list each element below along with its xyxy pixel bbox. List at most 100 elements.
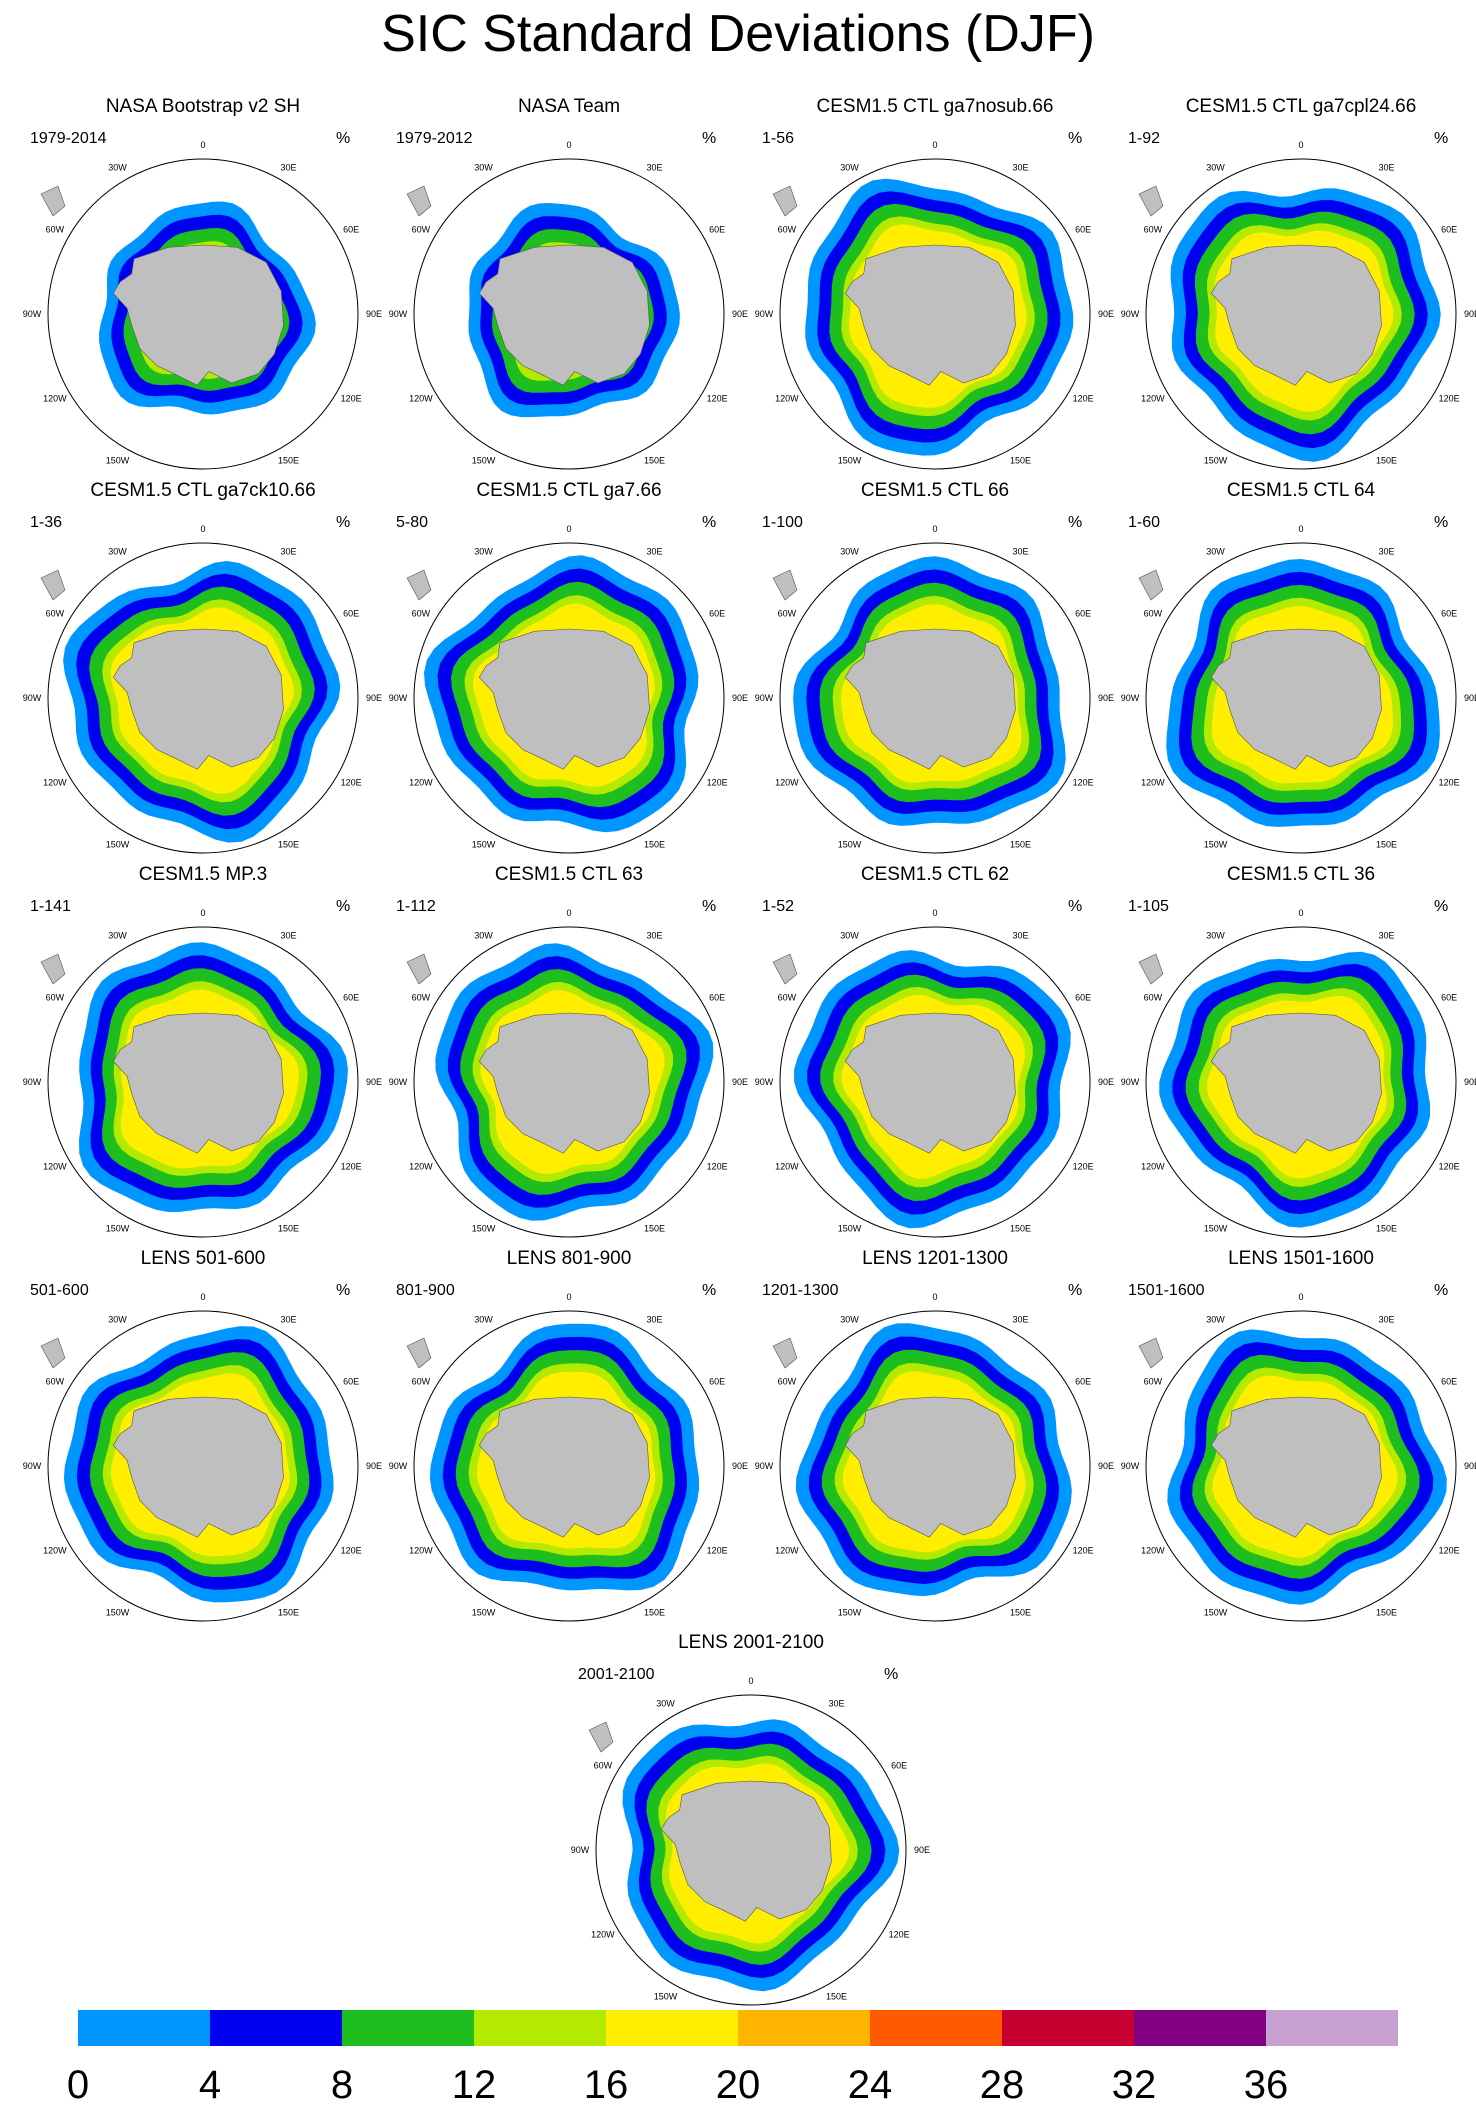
longitude-label: 0 bbox=[200, 908, 205, 918]
longitude-label: 90E bbox=[1464, 1077, 1476, 1087]
south-america-tip bbox=[1138, 569, 1164, 601]
longitude-label: 30E bbox=[646, 163, 662, 173]
panel-title: CESM1.5 MP.3 bbox=[138, 864, 268, 885]
longitude-label: 120E bbox=[341, 1162, 362, 1172]
antarctica-landmass bbox=[1210, 628, 1382, 770]
longitude-label: 120E bbox=[707, 1162, 728, 1172]
panel-title: CESM1.5 CTL 62 bbox=[860, 864, 1010, 885]
panel-unit: % bbox=[336, 130, 351, 147]
polar-map: 030E60E90E120E150E180150W120W90W60W30W bbox=[1121, 524, 1476, 854]
longitude-label: 120E bbox=[707, 394, 728, 404]
panel-year-range: 1-100 bbox=[762, 514, 803, 531]
panel-unit: % bbox=[1434, 1282, 1449, 1299]
longitude-label: 150W bbox=[472, 455, 496, 465]
longitude-label: 30W bbox=[1206, 547, 1225, 557]
polar-map: 030E60E90E120E150E180150W120W90W60W30W bbox=[755, 908, 1114, 1238]
colorbar-tick-label: 20 bbox=[716, 2063, 761, 2107]
longitude-label: 60W bbox=[46, 1377, 65, 1387]
longitude-label: 120E bbox=[1439, 778, 1460, 788]
colorbar: 0 4 8 12 16 20 24 28 32 36 bbox=[67, 2010, 1398, 2107]
panel-title: CESM1.5 CTL ga7ck10.66 bbox=[90, 480, 316, 501]
polar-map: 030E60E90E120E150E180150W120W90W60W30W bbox=[1121, 140, 1476, 470]
longitude-label: 30E bbox=[1378, 1315, 1394, 1325]
longitude-label: 120E bbox=[1073, 1546, 1094, 1556]
longitude-label: 120E bbox=[1073, 778, 1094, 788]
polar-map: 030E60E90E120E150E180150W120W90W60W30W bbox=[755, 140, 1114, 470]
longitude-label: 60W bbox=[778, 225, 797, 235]
longitude-label: 0 bbox=[932, 140, 937, 150]
colorbar-tick-label: 0 bbox=[67, 2063, 89, 2107]
longitude-label: 90W bbox=[389, 1077, 408, 1087]
longitude-label: 60E bbox=[1441, 1377, 1457, 1387]
longitude-label: 30E bbox=[1012, 163, 1028, 173]
longitude-label: 90E bbox=[1098, 693, 1114, 703]
longitude-label: 150W bbox=[1204, 455, 1228, 465]
longitude-label: 90E bbox=[732, 1461, 748, 1471]
longitude-label: 30W bbox=[1206, 931, 1225, 941]
south-america-tip bbox=[1138, 185, 1164, 217]
longitude-label: 30W bbox=[474, 1315, 493, 1325]
longitude-label: 30W bbox=[840, 1315, 859, 1325]
south-america-tip bbox=[772, 1337, 798, 1369]
longitude-label: 0 bbox=[200, 1292, 205, 1302]
longitude-label: 150E bbox=[644, 1607, 665, 1617]
longitude-label: 60W bbox=[594, 1761, 613, 1771]
longitude-label: 60E bbox=[891, 1761, 907, 1771]
panel-unit: % bbox=[702, 130, 717, 147]
panel-title: NASA Bootstrap v2 SH bbox=[105, 96, 301, 117]
panel-year-range: 2001-2100 bbox=[578, 1666, 655, 1683]
antarctica-landmass bbox=[478, 1396, 650, 1538]
panel-unit: % bbox=[1434, 130, 1449, 147]
panel-unit: % bbox=[1068, 514, 1083, 531]
longitude-label: 30W bbox=[656, 1699, 675, 1709]
longitude-label: 120W bbox=[409, 394, 433, 404]
map-panel: 030E60E90E120E150E180150W120W90W60W30WCE… bbox=[754, 864, 1116, 1244]
longitude-label: 0 bbox=[1298, 140, 1303, 150]
longitude-label: 60W bbox=[412, 609, 431, 619]
colorbar-box bbox=[474, 2010, 606, 2046]
antarctica-landmass bbox=[478, 1012, 650, 1154]
longitude-label: 60W bbox=[46, 993, 65, 1003]
panel-title: CESM1.5 CTL 66 bbox=[860, 480, 1010, 501]
map-panel: 030E60E90E120E150E180150W120W90W60W30WCE… bbox=[388, 480, 750, 860]
map-panel: 030E60E90E120E150E180150W120W90W60W30WCE… bbox=[388, 864, 750, 1244]
longitude-label: 120W bbox=[409, 1162, 433, 1172]
polar-map: 030E60E90E120E150E180150W120W90W60W30W bbox=[23, 524, 382, 854]
panel-title: NASA Team bbox=[517, 96, 621, 117]
longitude-label: 60E bbox=[343, 993, 359, 1003]
longitude-label: 30W bbox=[840, 931, 859, 941]
panel-unit: % bbox=[336, 1282, 351, 1299]
panel-title: CESM1.5 CTL 63 bbox=[494, 864, 644, 885]
longitude-label: 0 bbox=[1298, 908, 1303, 918]
longitude-label: 0 bbox=[200, 140, 205, 150]
panel-title: CESM1.5 CTL ga7.66 bbox=[476, 480, 662, 501]
longitude-label: 90W bbox=[755, 1461, 774, 1471]
map-panel: 030E60E90E120E150E180150W120W90W60W30WLE… bbox=[754, 1248, 1116, 1628]
longitude-label: 90W bbox=[23, 693, 42, 703]
longitude-label: 90E bbox=[366, 309, 382, 319]
colorbar-box bbox=[1134, 2010, 1266, 2046]
longitude-label: 90W bbox=[755, 1077, 774, 1087]
longitude-label: 60W bbox=[778, 993, 797, 1003]
colorbar-box bbox=[738, 2010, 870, 2046]
map-panel: 030E60E90E120E150E180150W120W90W60W30W CE… bbox=[22, 480, 384, 860]
panel-year-range: 1-141 bbox=[30, 898, 71, 915]
map-panel: 030E60E90E120E150E180150W120W90W60W30WLE… bbox=[570, 1632, 932, 2012]
colorbar-tick-label: 16 bbox=[584, 2063, 629, 2107]
longitude-label: 30E bbox=[1012, 1315, 1028, 1325]
south-america-tip bbox=[406, 1337, 432, 1369]
panel-unit: % bbox=[336, 514, 351, 531]
south-america-tip bbox=[772, 953, 798, 985]
longitude-label: 150E bbox=[1376, 455, 1397, 465]
colorbar-tick-label: 12 bbox=[452, 2063, 497, 2107]
longitude-label: 30E bbox=[1378, 547, 1394, 557]
colorbar-box bbox=[606, 2010, 738, 2046]
antarctica-landmass bbox=[844, 244, 1016, 386]
south-america-tip bbox=[40, 569, 66, 601]
longitude-label: 150E bbox=[644, 839, 665, 849]
longitude-label: 150W bbox=[472, 1223, 496, 1233]
longitude-label: 90W bbox=[23, 1461, 42, 1471]
longitude-label: 120W bbox=[43, 394, 67, 404]
panel-unit: % bbox=[1068, 898, 1083, 915]
colorbar-box bbox=[870, 2010, 1002, 2046]
